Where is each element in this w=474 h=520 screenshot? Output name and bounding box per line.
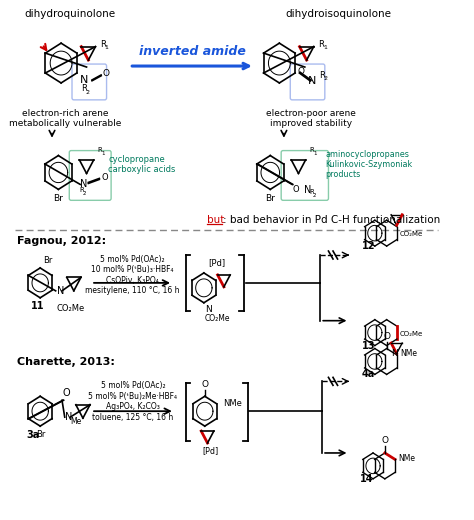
Text: CO₂Me: CO₂Me [400, 331, 423, 336]
Text: electron-poor arene
improved stability: electron-poor arene improved stability [266, 109, 356, 128]
Text: O: O [101, 173, 108, 182]
Text: but: but [207, 215, 224, 225]
Text: R: R [319, 40, 324, 49]
Text: N: N [65, 412, 72, 422]
Text: R: R [79, 187, 84, 193]
Text: 3a: 3a [27, 430, 40, 440]
Text: Br: Br [43, 256, 52, 265]
Text: O: O [383, 332, 390, 341]
Text: CO₂Me: CO₂Me [205, 314, 230, 323]
Text: electron-rich arene
metabolically vulnerable: electron-rich arene metabolically vulner… [9, 109, 122, 128]
Text: 1: 1 [323, 45, 327, 49]
Text: 2: 2 [86, 90, 90, 95]
Text: R: R [310, 147, 314, 152]
Text: 5 mol% Pd(OAc)₂
5 mol% P(ᵗBu)₂Me·HBF₄
Ag₃PO₄, K₂CO₃
toluene, 125 °C, 16 h: 5 mol% Pd(OAc)₂ 5 mol% P(ᵗBu)₂Me·HBF₄ Ag… [89, 381, 177, 422]
Text: 1: 1 [313, 151, 317, 155]
Text: 2: 2 [83, 191, 86, 197]
Text: dihydroquinolone: dihydroquinolone [25, 9, 116, 19]
Text: NMe: NMe [223, 399, 242, 408]
Text: 13: 13 [362, 341, 375, 350]
Text: inverted amide: inverted amide [138, 45, 246, 58]
Text: O: O [293, 186, 300, 194]
Text: R: R [310, 189, 314, 196]
Text: O: O [298, 67, 304, 75]
Text: O: O [201, 380, 208, 389]
Text: CO₂Me: CO₂Me [400, 231, 423, 237]
Text: O: O [63, 388, 71, 398]
Text: N: N [57, 286, 65, 296]
Text: N: N [80, 179, 88, 189]
Text: R: R [100, 40, 106, 49]
Text: O: O [382, 436, 388, 445]
Text: NMe: NMe [401, 349, 417, 358]
Text: aminocyclopropanes
Kulinkovic-Szymoniak
products: aminocyclopropanes Kulinkovic-Szymoniak … [326, 150, 413, 179]
Text: CO₂Me: CO₂Me [56, 304, 85, 313]
Text: N: N [308, 76, 316, 86]
Text: NMe: NMe [399, 454, 416, 463]
Text: [Pd]: [Pd] [209, 258, 226, 267]
Text: N: N [205, 305, 211, 314]
Text: : bad behavior in Pd C-H functionalization: : bad behavior in Pd C-H functionalizati… [223, 215, 440, 225]
Text: cyclopropane
carboxylic acids: cyclopropane carboxylic acids [109, 155, 176, 174]
Text: 1: 1 [101, 151, 105, 155]
Text: N: N [392, 348, 398, 358]
Text: dihydroisoquinolone: dihydroisoquinolone [285, 9, 392, 19]
Text: Fagnou, 2012:: Fagnou, 2012: [17, 236, 106, 246]
Text: R: R [81, 84, 87, 93]
Text: Br: Br [36, 430, 46, 439]
Text: 14: 14 [360, 474, 374, 484]
Text: 11: 11 [31, 301, 45, 311]
Text: O: O [103, 70, 110, 79]
Text: Br: Br [53, 194, 63, 203]
Text: 1: 1 [105, 45, 109, 49]
Text: Me: Me [70, 417, 82, 426]
Text: 2: 2 [313, 193, 317, 198]
Text: R: R [98, 147, 102, 152]
Text: 5 mol% Pd(OAc)₂
10 mol% P(ᵗBu)₃·HBF₄
CsOPiv, K₃PO₄
mesitylene, 110 °C, 16 h: 5 mol% Pd(OAc)₂ 10 mol% P(ᵗBu)₃·HBF₄ CsO… [85, 255, 179, 295]
Text: N: N [80, 75, 88, 85]
Text: 4a: 4a [362, 369, 375, 380]
Text: [Pd]: [Pd] [202, 446, 219, 455]
Text: N: N [304, 185, 311, 196]
Text: Br: Br [265, 194, 274, 203]
Text: Charette, 2013:: Charette, 2013: [17, 357, 114, 368]
Text: 12: 12 [362, 241, 375, 251]
Text: 2: 2 [324, 76, 328, 82]
Text: R: R [319, 71, 325, 81]
